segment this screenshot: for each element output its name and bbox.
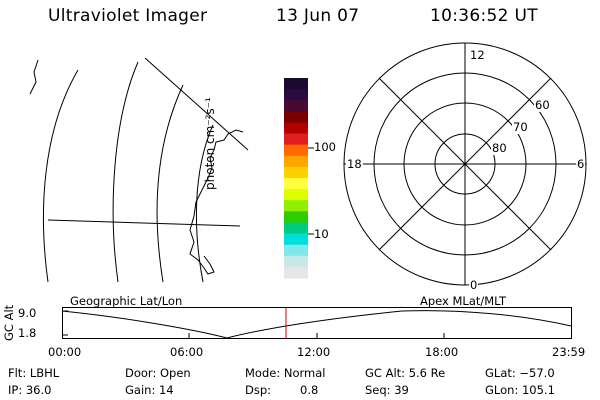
- geographic-longitude: GLon: 105.1: [485, 383, 555, 397]
- colorbar-swatch: [284, 222, 308, 235]
- dsp-label: Dsp:: [245, 383, 272, 397]
- colorbar-swatch: [284, 244, 308, 257]
- colorbar-swatch: [284, 166, 308, 179]
- coastline-main: [189, 129, 244, 275]
- timeline-xtick-1200: 12:00: [297, 345, 331, 359]
- sequence-status: Seq: 39: [365, 383, 409, 397]
- apex-title: Apex MLat/MLT: [420, 294, 507, 308]
- polar-plot: [343, 42, 587, 286]
- mlt-label-12: 12: [469, 48, 486, 62]
- colorbar-swatch: [284, 255, 308, 268]
- date-label: 13 Jun 07: [276, 6, 360, 26]
- colorbar-swatch: [284, 155, 308, 168]
- colorbar-swatch: [284, 266, 308, 279]
- colorbar-swatch: [284, 233, 308, 246]
- timeline-xtick-0000: 00:00: [48, 345, 82, 359]
- timeline-ytick-top: 9.0: [18, 306, 37, 320]
- mlt-label-18: 18: [346, 157, 363, 171]
- altitude-timeline: [61, 307, 572, 339]
- colorbar-swatch: [284, 89, 308, 101]
- colorbar-swatch: [284, 211, 308, 223]
- latitude-arc-3: [156, 84, 184, 283]
- gain-status: Gain: 14: [125, 383, 174, 397]
- gc-altitude-status: GC Alt: 5.6 Re: [365, 366, 446, 380]
- door-status: Door: Open: [125, 366, 191, 380]
- colorbar-swatch: [284, 144, 308, 157]
- time-label: 10:36:52 UT: [430, 6, 538, 26]
- timeline-xtick-2359: 23:59: [552, 345, 586, 359]
- mlt-label-0: 0: [469, 278, 479, 292]
- colorbar-swatch: [284, 178, 308, 190]
- colorbar-tick-10: 10: [314, 227, 329, 241]
- ip-status: IP: 36.0: [8, 383, 52, 397]
- geographic-latitude: GLat: −57.0: [485, 366, 555, 380]
- timeline-xtick-1800: 18:00: [425, 345, 459, 359]
- colorbar-tick-100: 100: [314, 140, 336, 154]
- dsp-value: 0.8: [300, 383, 319, 397]
- colorbar-swatch: [284, 189, 308, 201]
- polar-diagonal-2: [378, 77, 552, 251]
- mlat-label-70: 70: [512, 120, 529, 134]
- colorbar: [284, 78, 314, 279]
- latitude-arc-2: [112, 61, 139, 283]
- meridian-line-1: [144, 57, 249, 151]
- mlat-label-80: 80: [491, 141, 508, 155]
- timeline-ytick-bottom: 1.8: [18, 326, 37, 340]
- colorbar-swatch: [284, 111, 308, 123]
- colorbar-swatch: [284, 100, 308, 112]
- colorbar-swatch: [284, 122, 308, 135]
- geographic-map: [29, 57, 249, 283]
- mlt-label-6: 6: [576, 157, 586, 171]
- colorbar-swatch: [284, 78, 308, 90]
- geographic-title: Geographic Lat/Lon: [70, 294, 183, 308]
- colorbar-swatch: [284, 133, 308, 146]
- meridian-line-2: [47, 219, 241, 227]
- instrument-title: Ultraviolet Imager: [48, 6, 208, 26]
- coastline: [29, 59, 39, 95]
- colorbar-unit: photon cm⁻²s⁻¹: [203, 97, 217, 190]
- colorbar-swatch: [284, 200, 308, 212]
- filter-status: Flt: LBHL: [8, 366, 60, 380]
- altitude-curve: [61, 310, 572, 339]
- timeline-xtick-0600: 06:00: [170, 345, 204, 359]
- timeline-ylabel: GC Alt: [2, 304, 16, 341]
- mode-status: Mode: Normal: [245, 366, 326, 380]
- mlat-label-60: 60: [534, 98, 551, 112]
- latitude-arc-1: [42, 69, 79, 283]
